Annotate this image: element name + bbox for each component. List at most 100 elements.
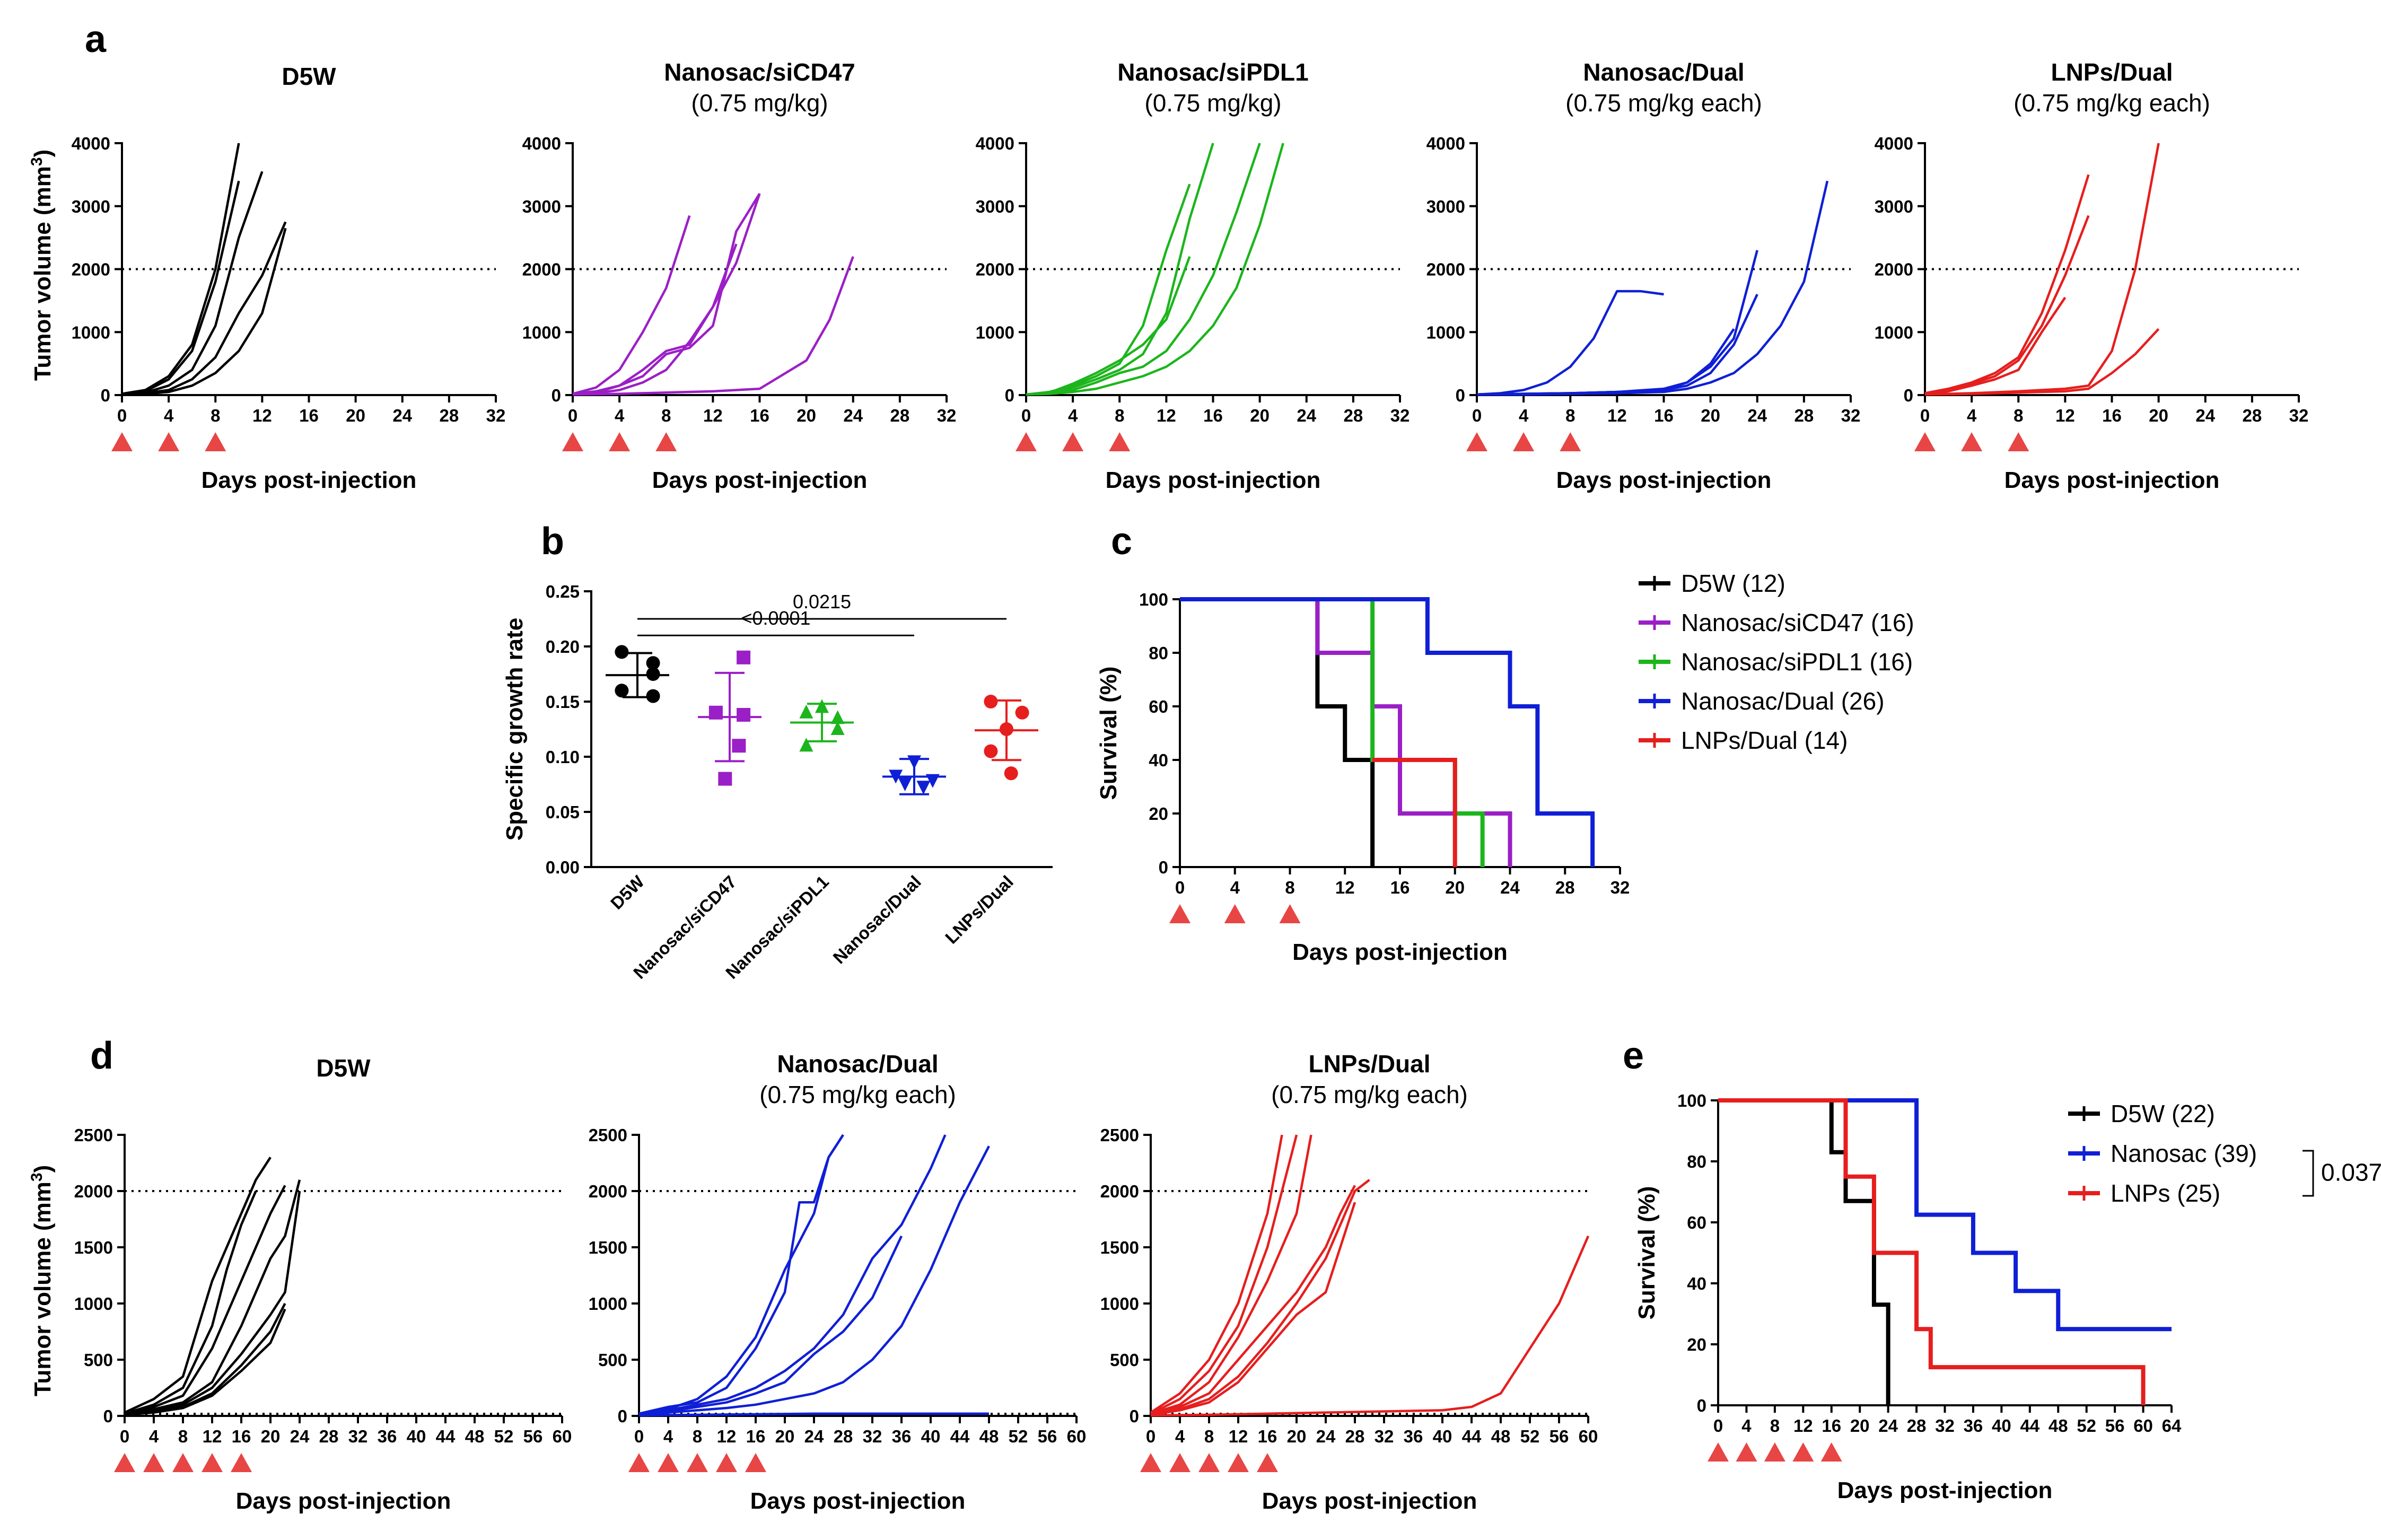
injection-arrow-d3 bbox=[1169, 1453, 1190, 1472]
x-tick-label: 28 bbox=[319, 1427, 339, 1446]
tumor-curve-d1-4 bbox=[124, 1191, 301, 1416]
plot-subtitle-d2: (0.75 mg/kg each) bbox=[759, 1081, 956, 1108]
x-tick-label: 24 bbox=[804, 1427, 824, 1446]
axes-c: 0 4 8 12 16 20 24 28 32 0 20 40 60 80 100 bbox=[1139, 590, 1630, 897]
x-tick-label: 16 bbox=[1654, 406, 1674, 425]
x-tick-label: 8 bbox=[693, 1427, 702, 1446]
injection-arrow-d3 bbox=[1228, 1453, 1249, 1472]
x-tick-label: 36 bbox=[1404, 1427, 1423, 1446]
x-tick-label: 40 bbox=[1992, 1416, 2011, 1436]
x-tick-label: 4 bbox=[164, 406, 174, 425]
y-tick-label: 0 bbox=[101, 386, 110, 405]
y-tick-label: 1000 bbox=[1875, 322, 1913, 342]
x-tick-label: 4 bbox=[1519, 406, 1529, 425]
y-tick-label: 2000 bbox=[522, 260, 561, 279]
survival-curve-c-4 bbox=[1372, 758, 1457, 867]
x-tick-label: 24 bbox=[1747, 406, 1767, 425]
tumor-curve-d3-3 bbox=[1150, 1185, 1356, 1416]
x-tick-label: 0 bbox=[117, 406, 127, 425]
x-tick-label: 28 bbox=[834, 1427, 853, 1446]
x-tick-label: 32 bbox=[1841, 406, 1861, 425]
y-tick-label: 500 bbox=[1110, 1350, 1139, 1370]
survival-curve-e-0 bbox=[1718, 1098, 1890, 1405]
y-tick-label: 0.00 bbox=[546, 858, 580, 877]
axes-e: 0 4 8 12 16 20 24 28 32 36 40 44 48 52 56 60 64020406080… bbox=[1677, 1091, 2182, 1436]
x-tick-label: 20 bbox=[1445, 878, 1465, 897]
data-point bbox=[732, 739, 746, 753]
x-tick-label: 52 bbox=[1009, 1427, 1028, 1446]
injection-arrow-d2 bbox=[687, 1453, 708, 1472]
x-tick-label: 12 bbox=[1335, 878, 1355, 897]
x-tick-label: 20 bbox=[1701, 406, 1720, 425]
data-point bbox=[907, 755, 921, 769]
plots-layer: 0 4 8 12 16 20 24 28 3201000200030004000D5WDays … bbox=[72, 58, 2381, 1514]
y-tick-label: 1000 bbox=[522, 322, 561, 342]
x-tick-label: 24 bbox=[1500, 878, 1520, 897]
injection-arrow-a4 bbox=[1466, 432, 1487, 451]
data-point bbox=[1000, 722, 1013, 736]
x-tick-label: 48 bbox=[1491, 1427, 1511, 1446]
x-tick-label: 16 bbox=[1822, 1416, 1841, 1436]
x-tick-label: 20 bbox=[1287, 1427, 1307, 1446]
x-tick-label: 4 bbox=[1741, 1416, 1752, 1436]
y-tick-label: 0.20 bbox=[546, 637, 580, 657]
injection-arrow-e bbox=[1736, 1442, 1757, 1462]
injection-arrow-d3 bbox=[1257, 1453, 1278, 1472]
x-tick-label: 20 bbox=[775, 1427, 795, 1446]
data-point bbox=[615, 684, 629, 698]
y-tick-label: 3000 bbox=[1875, 197, 1913, 216]
x-tick-label: 32 bbox=[937, 406, 957, 425]
x-tick-label: 36 bbox=[892, 1427, 912, 1446]
x-axis-label-a3: Days post-injection bbox=[1106, 467, 1321, 493]
injection-arrow-d1 bbox=[143, 1453, 164, 1472]
x-tick-label: 32 bbox=[348, 1427, 368, 1446]
injection-arrow-a3 bbox=[1109, 432, 1131, 451]
x-tick-label: 8 bbox=[2014, 406, 2023, 425]
data-point bbox=[889, 769, 903, 784]
comparison-label-1: <0.0001 bbox=[741, 607, 810, 629]
x-tick-label: 28 bbox=[440, 406, 459, 425]
legend-label-2: Nanosac/siPDL1 (16) bbox=[1681, 648, 1913, 676]
data-point bbox=[830, 721, 845, 735]
y-tick-label: 1000 bbox=[1100, 1294, 1139, 1314]
x-tick-label: 36 bbox=[378, 1427, 397, 1446]
y-tick-label: 2000 bbox=[1875, 260, 1913, 279]
plot-title-d2: Nanosac/Dual bbox=[777, 1050, 938, 1078]
plot-subtitle-a3: (0.75 mg/kg) bbox=[1144, 89, 1281, 117]
y-tick-label: 80 bbox=[1149, 643, 1168, 663]
x-tick-label: 0 bbox=[1021, 406, 1031, 425]
x-tick-label: 60 bbox=[553, 1427, 572, 1446]
category-label-4: LNPs/Dual bbox=[941, 872, 1017, 948]
panel-letter-c: c bbox=[1111, 520, 1132, 563]
x-tick-label: 56 bbox=[523, 1427, 543, 1446]
plot-title-d1: D5W bbox=[316, 1054, 371, 1082]
tumor-curve-d1-6 bbox=[124, 1308, 286, 1416]
survival-curve-c-0 bbox=[1180, 597, 1375, 867]
tumor-curve-a3-4 bbox=[1026, 256, 1191, 396]
x-tick-label: 8 bbox=[1115, 406, 1124, 425]
x-tick-label: 12 bbox=[717, 1427, 737, 1446]
y-tick-label: 0 bbox=[1456, 386, 1465, 405]
x-tick-label: 60 bbox=[2133, 1416, 2153, 1436]
injection-arrow-a3 bbox=[1016, 432, 1037, 451]
axes-b: 0.00 0.05 0.10 0.15 0.20 0.25 bbox=[546, 582, 1053, 877]
y-tick-label: 0 bbox=[103, 1406, 113, 1426]
x-tick-label: 8 bbox=[1770, 1416, 1780, 1436]
tumor-curve-a2-4 bbox=[572, 256, 854, 396]
plot-subtitle-a2: (0.75 mg/kg) bbox=[691, 89, 828, 117]
x-tick-label: 24 bbox=[843, 406, 863, 425]
x-tick-label: 40 bbox=[1433, 1427, 1452, 1446]
x-tick-label: 16 bbox=[1203, 406, 1223, 425]
tumor-curve-d2-0 bbox=[638, 1134, 844, 1415]
data-point bbox=[646, 689, 660, 703]
tumor-curve-a4-1 bbox=[1476, 250, 1758, 396]
y-tick-label: 0 bbox=[1130, 1406, 1139, 1426]
tumor-curve-a5-1 bbox=[1924, 215, 2090, 395]
x-tick-label: 40 bbox=[921, 1427, 941, 1446]
x-tick-label: 16 bbox=[1258, 1427, 1277, 1446]
x-tick-label: 32 bbox=[486, 406, 506, 425]
x-axis-label-d2: Days post-injection bbox=[750, 1488, 966, 1514]
data-point bbox=[708, 705, 723, 720]
x-tick-label: 4 bbox=[1967, 406, 1977, 425]
